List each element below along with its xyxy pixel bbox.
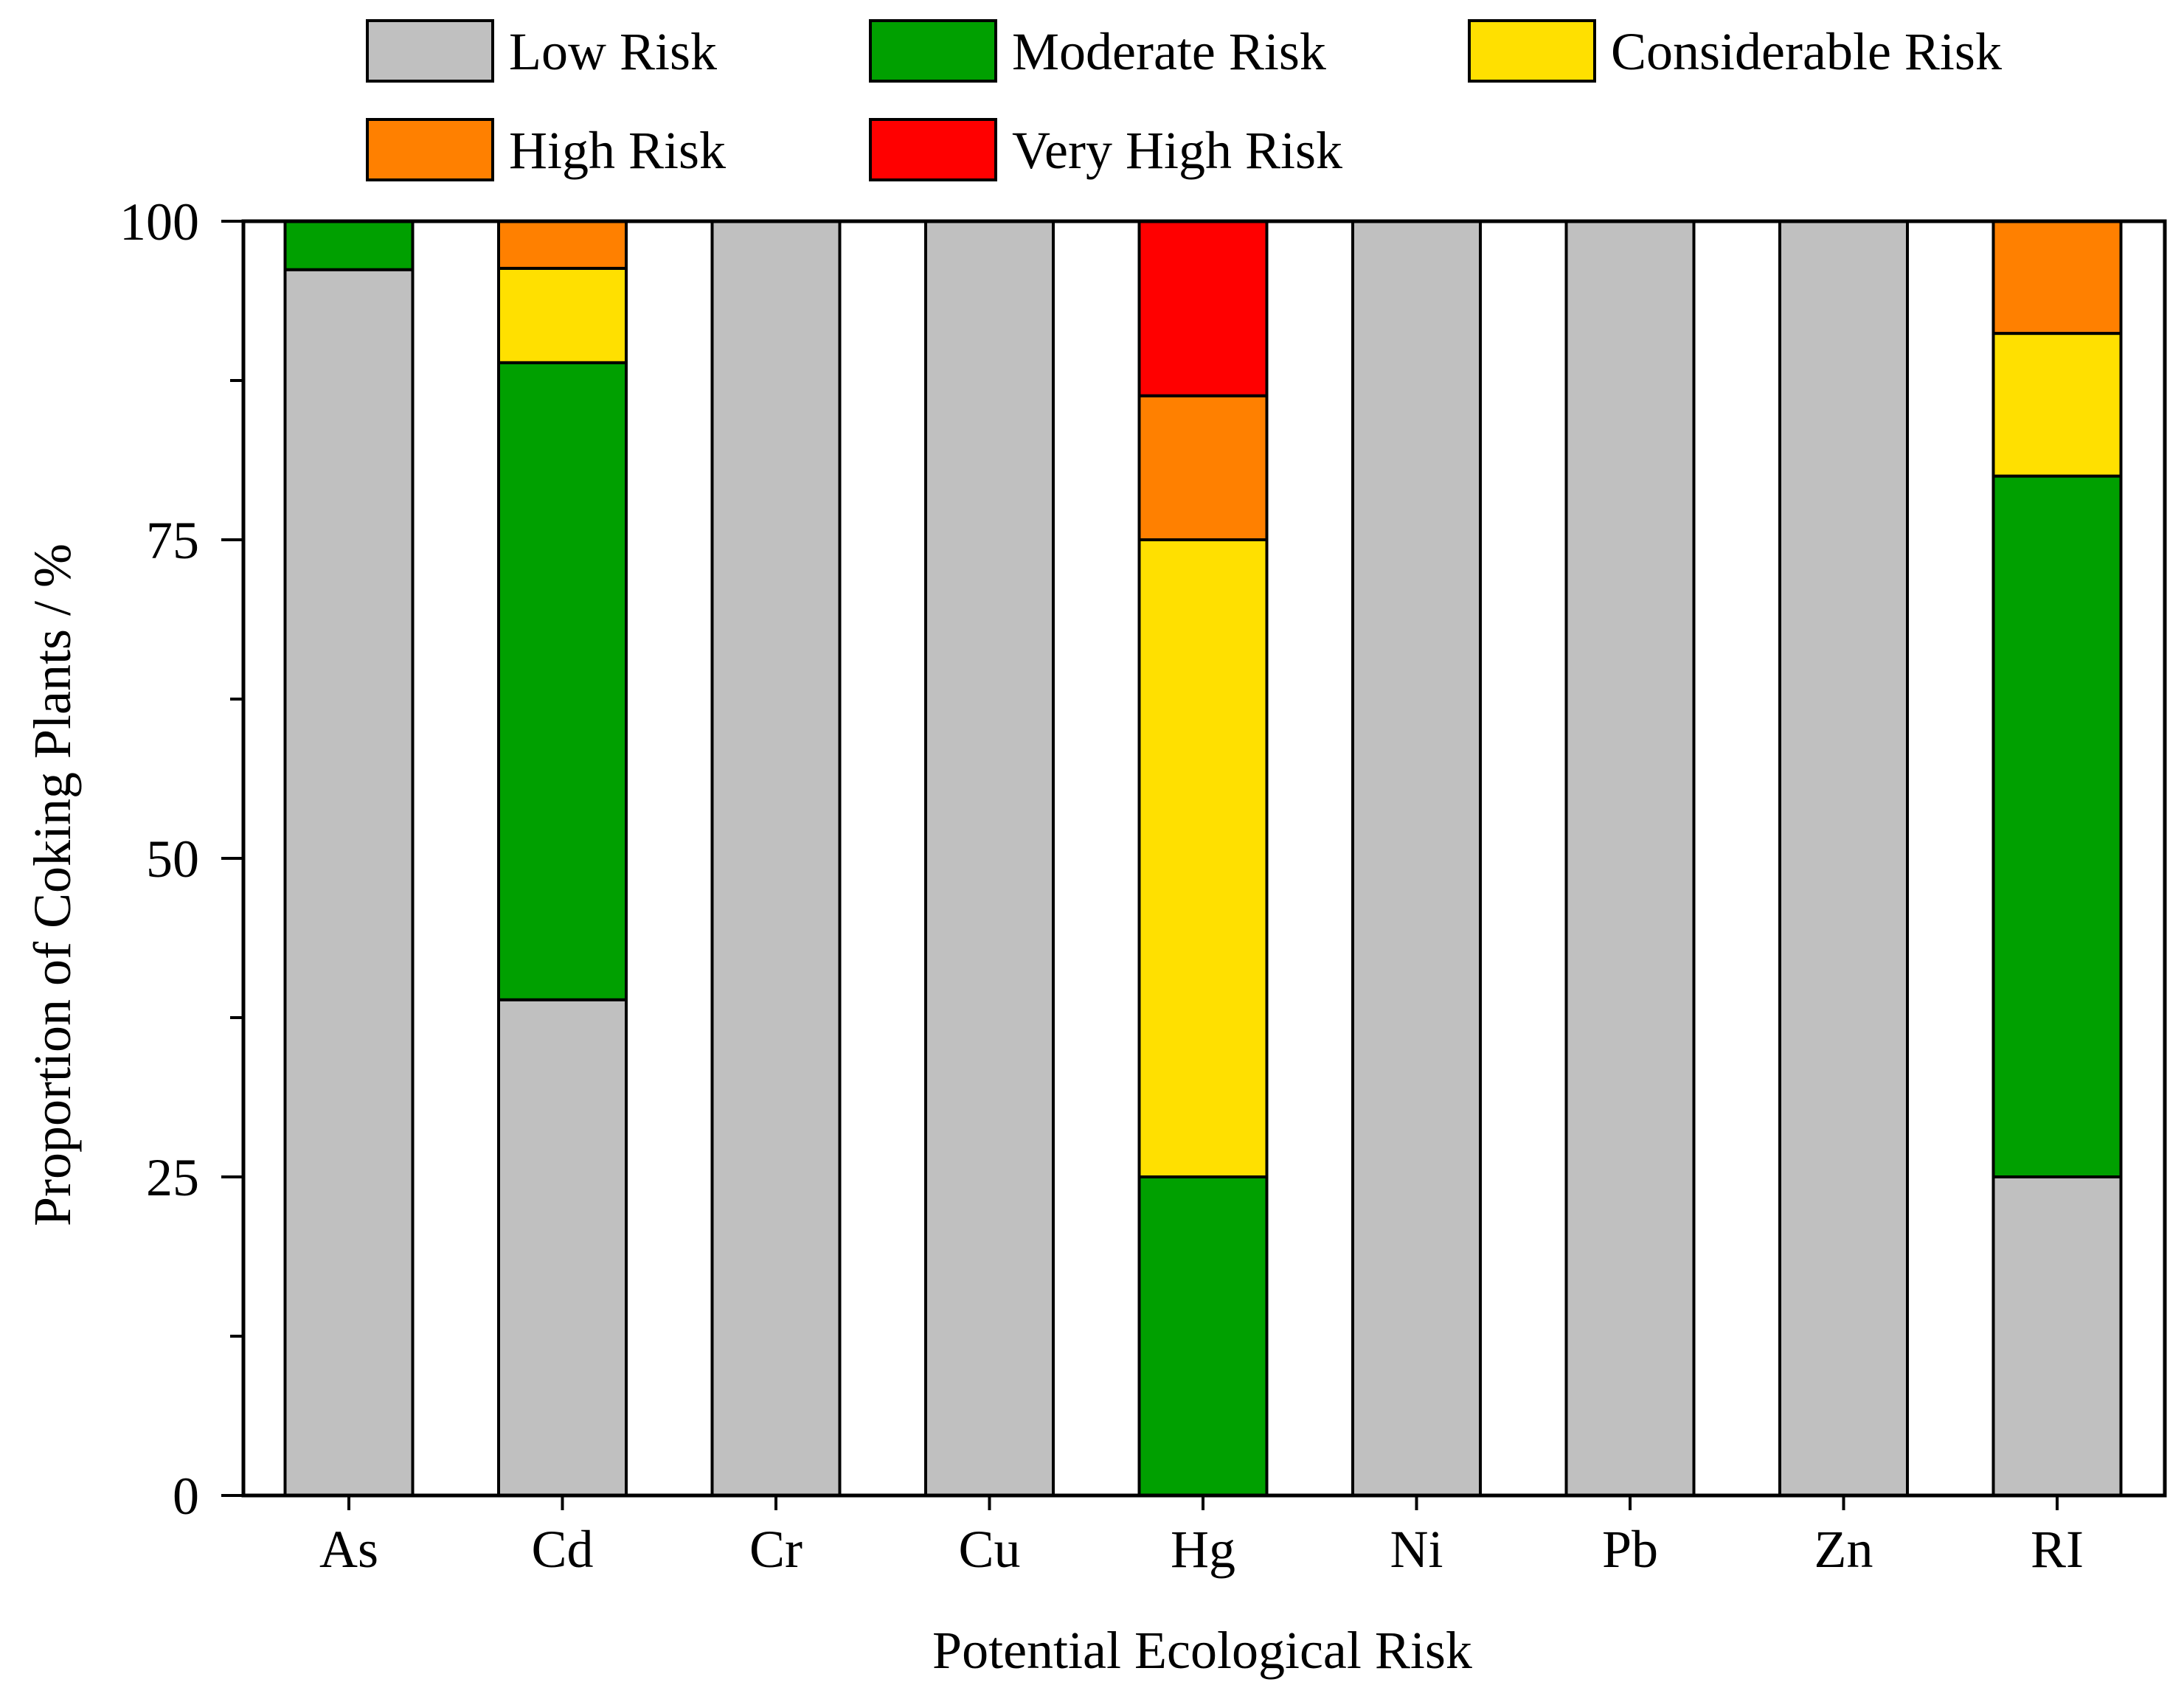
bar-segment-as-moderate-risk xyxy=(283,220,415,271)
y-tick-label-50: 50 xyxy=(146,830,199,889)
legend-swatch-low-risk xyxy=(366,19,494,83)
bar-segment-hg-high-risk xyxy=(1137,394,1269,542)
x-tick-label-cu: Cu xyxy=(958,1520,1020,1579)
bar-segment-cd-low-risk xyxy=(497,998,628,1498)
axes-layer: As Cd Cr Cu Hg Ni Pb Zn RI 0 25 50 75 100 xyxy=(119,192,2167,1579)
y-tick-label-25: 25 xyxy=(146,1148,199,1207)
legend-label-low-risk: Low Risk xyxy=(509,22,717,81)
bar-segment-ni-low-risk xyxy=(1351,220,1482,1497)
y-tick-label-75: 75 xyxy=(146,511,199,570)
bar-segment-cr-low-risk xyxy=(710,220,842,1497)
bar-segment-zn-low-risk xyxy=(1778,220,1909,1497)
legend-swatch-moderate-risk xyxy=(869,19,997,83)
bar-segment-cd-moderate-risk xyxy=(497,361,628,1001)
bars-layer xyxy=(283,220,2123,1498)
legend-label-considerable-risk: Considerable Risk xyxy=(1611,22,2002,81)
bar-segment-cd-considerable-risk xyxy=(497,266,628,364)
legend-swatch-considerable-risk xyxy=(1468,19,1596,83)
x-tick-label-zn: Zn xyxy=(1814,1520,1873,1579)
bar-segment-hg-very-high-risk xyxy=(1137,220,1269,397)
legend: Low Risk Moderate Risk Considerable Risk Hi… xyxy=(366,19,2002,181)
bar-segment-cd-high-risk xyxy=(497,220,628,270)
legend-swatch-high-risk xyxy=(366,118,494,181)
x-tick-label-ri: RI xyxy=(2031,1520,2084,1579)
x-tick-label-pb: Pb xyxy=(1602,1520,1658,1579)
bar-segment-pb-low-risk xyxy=(1564,220,1696,1497)
y-axis-title: Proportion of Coking Plants / % xyxy=(23,543,82,1226)
legend-label-high-risk: High Risk xyxy=(509,121,726,180)
legend-label-very-high-risk: Very High Risk xyxy=(1012,121,1342,180)
x-tick-label-ni: Ni xyxy=(1390,1520,1443,1579)
y-tick-label-0: 0 xyxy=(173,1467,199,1526)
bar-segment-hg-considerable-risk xyxy=(1137,538,1269,1178)
bar-segment-hg-moderate-risk xyxy=(1137,1175,1269,1497)
x-tick-label-hg: Hg xyxy=(1171,1520,1235,1579)
bar-segment-ri-moderate-risk xyxy=(1991,474,2123,1178)
y-tick-label-100: 100 xyxy=(119,192,199,251)
bar-segment-ri-high-risk xyxy=(1991,220,2123,336)
bar-segment-as-low-risk xyxy=(283,268,415,1498)
bar-segment-ri-considerable-risk xyxy=(1991,332,2123,478)
legend-label-moderate-risk: Moderate Risk xyxy=(1012,22,1326,81)
x-tick-label-as: As xyxy=(319,1520,378,1579)
x-axis-title: Potential Ecological Risk xyxy=(932,1621,1472,1680)
bar-segment-ri-low-risk xyxy=(1991,1175,2123,1497)
x-tick-label-cr: Cr xyxy=(749,1520,802,1579)
x-tick-label-cd: Cd xyxy=(531,1520,593,1579)
legend-swatch-very-high-risk xyxy=(869,118,997,181)
bar-segment-cu-low-risk xyxy=(924,220,1055,1497)
